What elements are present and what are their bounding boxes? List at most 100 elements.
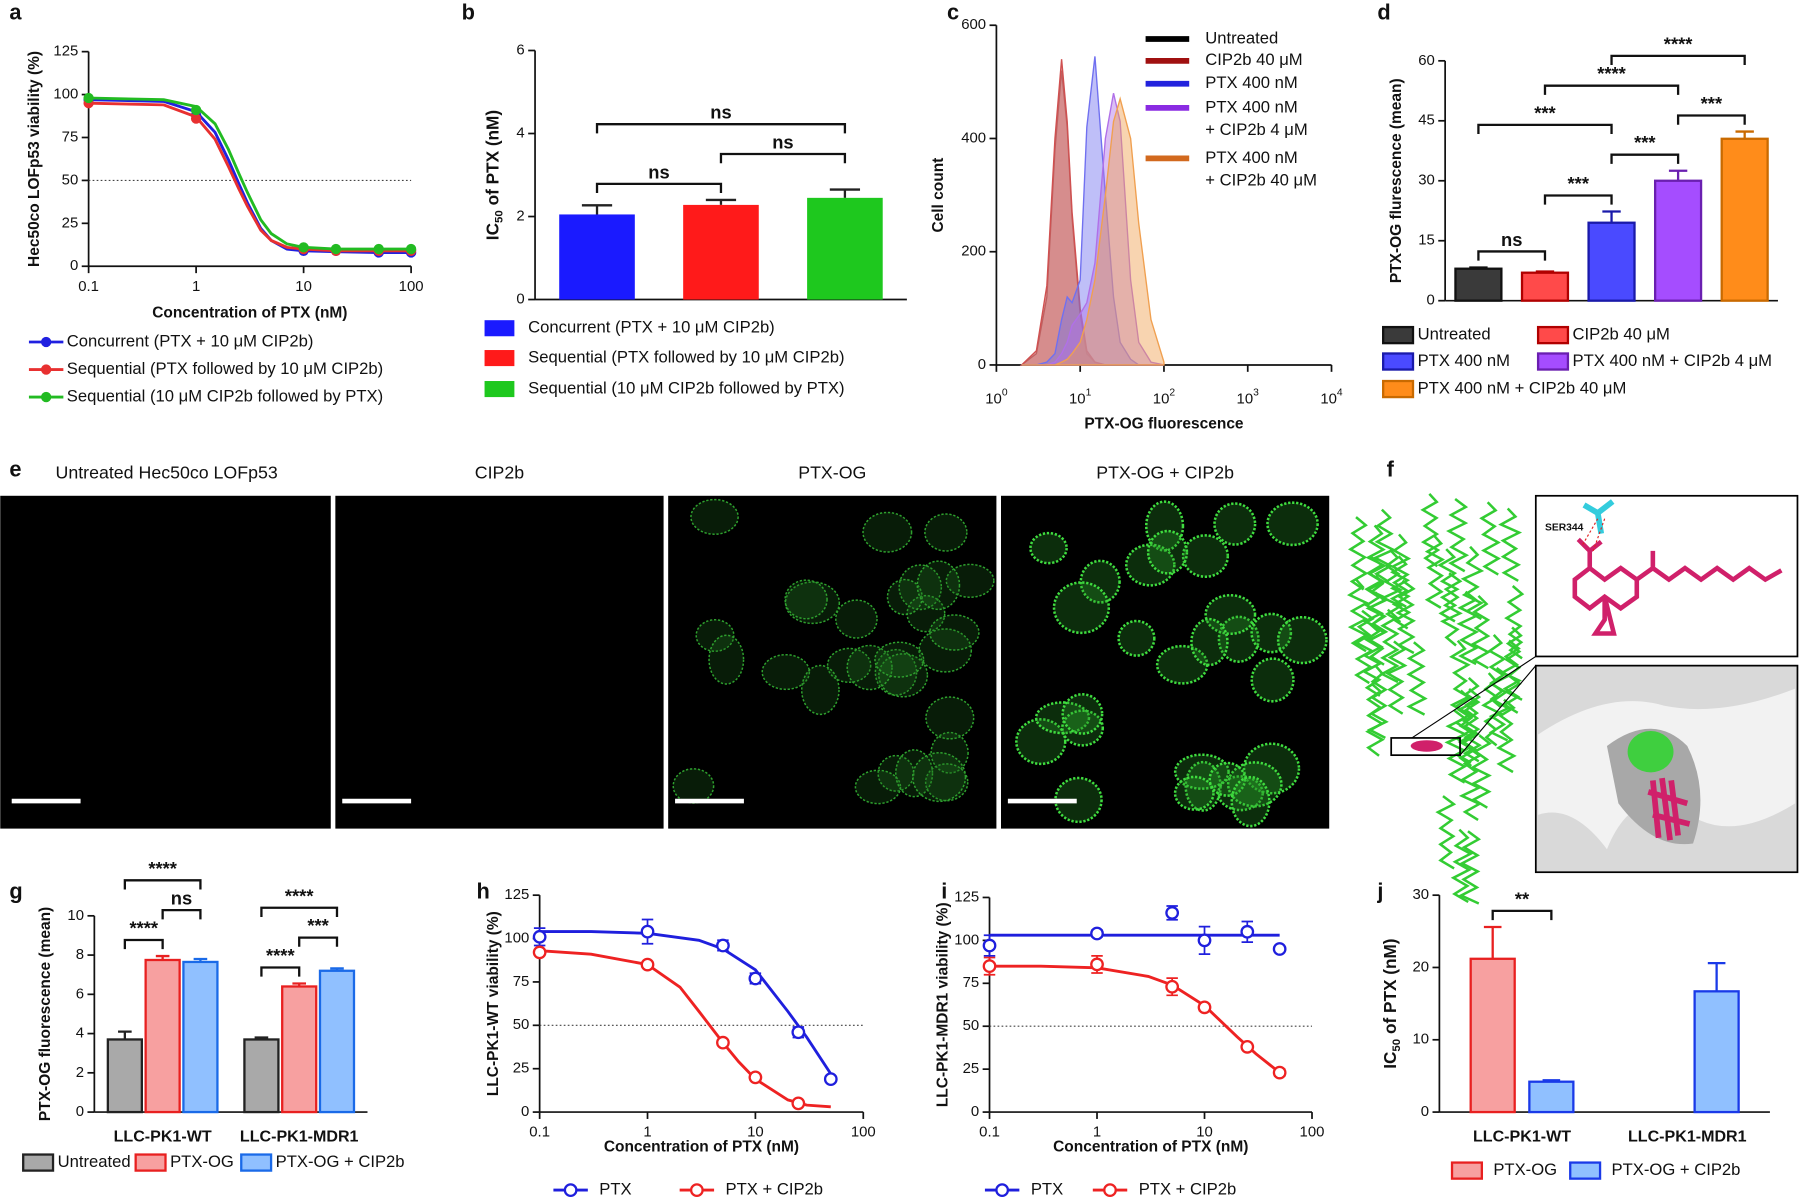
legend-label: PTX 400 nM [1205,148,1297,167]
ligand-in-pocket [1647,777,1691,841]
legend-label: PTX-OG + CIP2b [1612,1160,1741,1179]
legend-label: CIP2b 40 μM [1205,50,1302,69]
helix [1354,609,1375,685]
helix [1462,687,1482,763]
cell [924,763,969,802]
y-tick-label: 30 [1418,173,1435,189]
significance-label: ns [772,132,793,153]
helix [1389,555,1412,630]
significance-bracket [298,936,339,947]
significance-bracket [595,182,723,194]
y-tick-label: 50 [963,1018,980,1034]
legend-swatch [484,350,515,367]
significance-bracket [1477,123,1613,135]
label-part: of PTX (nM) [482,110,502,210]
helix [1435,795,1457,870]
significance-label: **** [285,885,314,906]
x-axis-label: PTX-OG fluorescence [1084,416,1244,433]
legend-label: Sequential (PTX followed by 10 μM CIP2b) [67,359,383,378]
y-tick-label: 2 [76,1065,84,1081]
tick-exponent: 0 [1002,387,1008,398]
y-tick-label: 25 [513,1061,530,1077]
cell [672,768,715,804]
legend-label: PTX + CIP2b [1139,1180,1237,1197]
y-tick-label: 10 [67,908,84,924]
cell [846,644,893,691]
bar [1653,179,1703,302]
helix [1449,639,1472,715]
y-axis-label: IC50 of PTX (nM) [482,110,505,240]
y-tick-label: 25 [963,1061,980,1077]
micrograph [0,495,331,829]
y-tick-label: 100 [53,87,78,103]
cell [886,578,923,616]
legend-swatch [689,1183,704,1197]
legend-swatch [484,381,515,398]
bar [144,958,181,1114]
tick-base: 10 [985,391,1002,407]
residue-label: SER344 [1545,523,1584,534]
data-point [532,929,547,944]
panel-letter: a [9,0,22,25]
tick-exponent: 1 [1086,387,1092,398]
binding-site-box [1390,737,1461,757]
x-tick-label: 10 [295,279,312,295]
y-tick-label: 0 [516,291,524,307]
residue [1582,499,1615,535]
helix [1406,641,1428,716]
cell [761,653,811,691]
data-point [373,243,384,255]
helix [1365,591,1388,666]
legend-swatch [40,364,52,375]
y-tick-label: 125 [53,44,78,60]
label-subscript: 50 [1391,1039,1403,1052]
significance-label: *** [1701,93,1723,114]
helix [1458,830,1482,905]
legend-swatch [563,1183,578,1197]
bar [1693,990,1740,1114]
tick-base: 10 [1320,391,1337,407]
cell [708,634,745,685]
data-point [1165,906,1180,920]
fit-curve [539,949,831,1109]
image-title: Untreated Hec50co LOFp53 [56,463,278,483]
helix [1437,548,1460,623]
x-tick-label: 104 [1320,387,1343,407]
y-tick-label: 4 [76,1026,84,1042]
x-tick-label: 10 [747,1125,764,1141]
x-tick-label: 1 [1093,1125,1101,1141]
helix [1385,640,1408,715]
significance-bracket [1477,250,1547,261]
x-tick-label: 1 [643,1125,651,1141]
category-label: LLC-PK1-WT [1473,1128,1571,1146]
x-tick-label: 100 [399,279,424,295]
significance-bracket [1610,54,1746,66]
y-tick-label: 75 [513,974,530,990]
x-tick-label: 1 [192,279,200,295]
fit-curve [88,96,412,251]
data-point [1272,942,1287,956]
histogram-area [1021,96,1165,366]
significance-bracket [161,909,202,920]
cell [1242,742,1301,795]
cells [672,498,1328,828]
cell [945,563,995,598]
label-part: of PTX (nM) [1380,938,1400,1038]
legend-label: PTX + CIP2b [726,1180,823,1197]
cell [898,564,943,611]
panel-f: f SER344 [1347,456,1799,905]
label-subscript: 50 [494,210,506,223]
y-tick-label: 100 [504,930,529,946]
cell [1079,559,1121,604]
legend-label: PTX [599,1180,631,1197]
cell [1146,529,1189,575]
cell [1061,693,1104,735]
y-tick-label: 0 [978,357,986,373]
significance-label: **** [1664,33,1693,54]
legend-label: Sequential (10 μM CIP2b followed by PTX) [67,386,383,405]
y-tick-label: 600 [961,17,986,33]
cell [1052,581,1111,635]
helix [1380,548,1404,624]
legend-swatch [40,391,52,403]
cell [924,513,968,552]
